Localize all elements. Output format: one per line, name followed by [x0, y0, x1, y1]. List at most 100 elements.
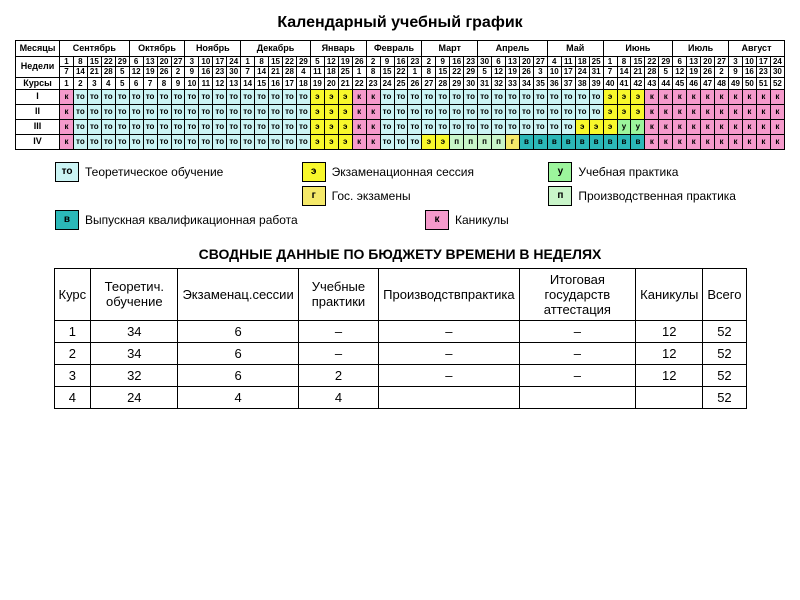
cal-cell: то: [408, 89, 422, 104]
cal-cell: к: [659, 104, 673, 119]
week-num: 52: [770, 77, 784, 89]
cal-cell: к: [742, 89, 756, 104]
week-num: 15: [255, 77, 269, 89]
week-num: 19: [310, 77, 324, 89]
cal-cell: то: [213, 119, 227, 134]
cal-cell: то: [408, 119, 422, 134]
cal-cell: то: [547, 104, 561, 119]
summary-cell: [636, 386, 703, 408]
week-end: 5: [115, 67, 129, 78]
cal-cell: то: [199, 89, 213, 104]
cal-cell: то: [533, 119, 547, 134]
legend-swatch: э: [302, 162, 326, 182]
week-num: 43: [645, 77, 659, 89]
week-num: 9: [171, 77, 185, 89]
summary-cell: –: [379, 342, 519, 364]
cal-cell: к: [742, 119, 756, 134]
week-num: 40: [603, 77, 617, 89]
summary-cell: 24: [91, 386, 178, 408]
week-end: 7: [241, 67, 255, 78]
week-end: 4: [296, 67, 310, 78]
cal-cell: то: [394, 134, 408, 149]
summary-cell: –: [379, 320, 519, 342]
week-end: 21: [631, 67, 645, 78]
legend-swatch: у: [548, 162, 572, 182]
legend-swatch: то: [55, 162, 79, 182]
cal-cell: то: [185, 89, 199, 104]
legend-label: Каникулы: [455, 213, 509, 227]
week-start: 29: [115, 56, 129, 67]
week-num: 18: [296, 77, 310, 89]
week-start: 8: [255, 56, 269, 67]
summary-header: Экзаменац.сессии: [178, 268, 298, 320]
cal-cell: то: [213, 89, 227, 104]
cal-cell: то: [227, 134, 241, 149]
legend-swatch: к: [425, 210, 449, 230]
cal-cell: то: [255, 89, 269, 104]
week-start: 18: [575, 56, 589, 67]
cal-cell: то: [506, 104, 520, 119]
summary-cell: 2: [54, 342, 91, 364]
week-num: 22: [352, 77, 366, 89]
week-end: 29: [464, 67, 478, 78]
cal-cell: то: [227, 104, 241, 119]
cal-cell: к: [673, 104, 687, 119]
cal-cell: то: [547, 89, 561, 104]
week-start: 11: [561, 56, 575, 67]
week-end: 19: [687, 67, 701, 78]
cal-cell: то: [450, 89, 464, 104]
cal-cell: то: [171, 89, 185, 104]
cal-cell: то: [464, 104, 478, 119]
cal-cell: к: [366, 89, 380, 104]
cal-cell: к: [60, 134, 74, 149]
cal-cell: то: [283, 89, 297, 104]
week-num: 10: [185, 77, 199, 89]
cal-cell: то: [241, 134, 255, 149]
cal-cell: то: [506, 89, 520, 104]
cal-cell: то: [255, 104, 269, 119]
cal-cell: то: [478, 119, 492, 134]
cal-cell: к: [352, 134, 366, 149]
summary-cell: –: [519, 320, 636, 342]
week-start: 6: [492, 56, 506, 67]
cal-cell: то: [296, 119, 310, 134]
legend-item: [55, 186, 272, 206]
week-end: 16: [199, 67, 213, 78]
week-end: 23: [756, 67, 770, 78]
month-header: Июнь: [603, 41, 673, 57]
cal-cell: то: [101, 119, 115, 134]
month-header: Ноябрь: [185, 41, 241, 57]
cal-cell: то: [101, 89, 115, 104]
cal-cell: к: [770, 119, 784, 134]
week-end: 26: [701, 67, 715, 78]
cal-cell: то: [73, 104, 87, 119]
cal-cell: то: [269, 89, 283, 104]
month-header: Январь: [310, 41, 366, 57]
cal-cell: то: [519, 104, 533, 119]
cal-cell: то: [115, 89, 129, 104]
cal-cell: то: [589, 89, 603, 104]
cal-cell: к: [645, 89, 659, 104]
cal-cell: э: [589, 119, 603, 134]
legend-item: к Каникулы: [425, 210, 765, 230]
cal-cell: то: [115, 119, 129, 134]
cal-cell: то: [115, 104, 129, 119]
week-end: 8: [366, 67, 380, 78]
summary-cell: 12: [636, 342, 703, 364]
cal-cell: то: [464, 89, 478, 104]
cal-cell: то: [199, 134, 213, 149]
cal-cell: э: [324, 104, 338, 119]
cal-cell: то: [213, 134, 227, 149]
week-end: 22: [394, 67, 408, 78]
summary-cell: 1: [54, 320, 91, 342]
week-num: 17: [283, 77, 297, 89]
summary-cell: 4: [54, 386, 91, 408]
summary-cell: 3: [54, 364, 91, 386]
cal-cell: то: [87, 134, 101, 149]
course-label: I: [16, 89, 60, 104]
cal-cell: к: [701, 104, 715, 119]
legend-item: эЭкзаменационная сессия: [302, 162, 519, 182]
cal-cell: то: [283, 104, 297, 119]
cal-cell: то: [87, 89, 101, 104]
cal-cell: к: [756, 89, 770, 104]
